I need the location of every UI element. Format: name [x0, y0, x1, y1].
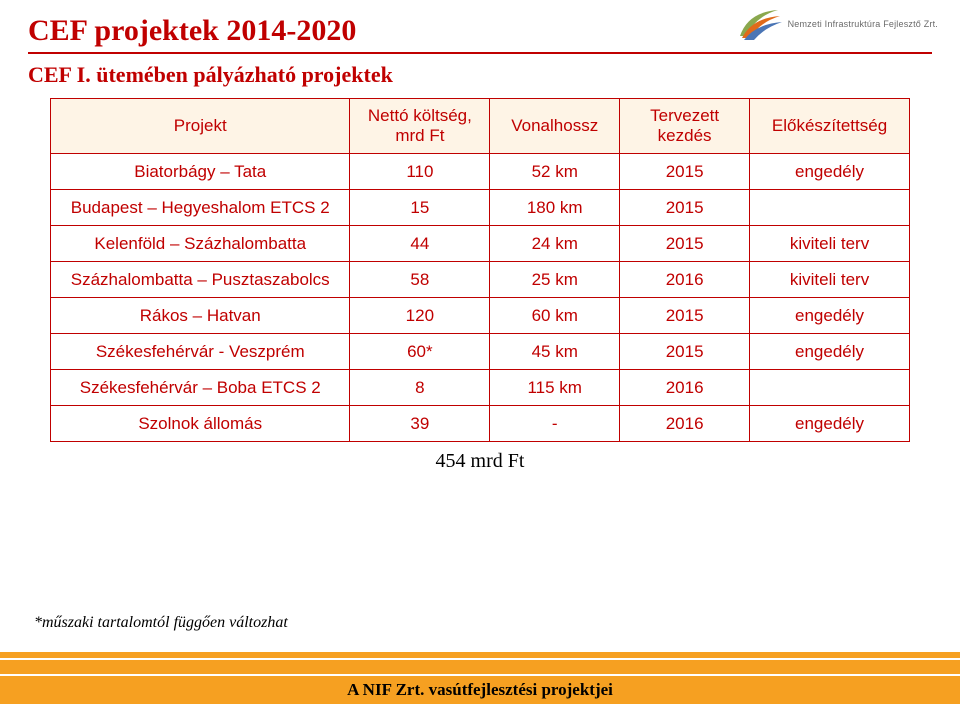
table-cell: 60* [350, 334, 490, 370]
table-row: Székesfehérvár – Boba ETCS 28115 km2016 [51, 370, 910, 406]
table-cell: 115 km [490, 370, 620, 406]
table-cell: 60 km [490, 298, 620, 334]
table-cell [750, 190, 910, 226]
table-cell: 2015 [620, 298, 750, 334]
table-cell: 2016 [620, 370, 750, 406]
table-cell [750, 370, 910, 406]
table-cell: 2016 [620, 406, 750, 442]
table-cell: 180 km [490, 190, 620, 226]
table-header-row: Projekt Nettó költség, mrd Ft Vonalhossz… [51, 99, 910, 154]
table-cell: engedély [750, 298, 910, 334]
table-cell: 2015 [620, 154, 750, 190]
table-cell: 110 [350, 154, 490, 190]
table-cell: - [490, 406, 620, 442]
table-cell: kiviteli terv [750, 262, 910, 298]
table-cell: 2015 [620, 226, 750, 262]
table-cell: Biatorbágy – Tata [51, 154, 350, 190]
table-cell: engedély [750, 154, 910, 190]
table-cell: 24 km [490, 226, 620, 262]
table-cell: 58 [350, 262, 490, 298]
table-cell: engedély [750, 334, 910, 370]
table-cell: kiviteli terv [750, 226, 910, 262]
total-sum: 454 mrd Ft [0, 442, 960, 475]
table-cell: 2015 [620, 190, 750, 226]
table-row: Biatorbágy – Tata11052 km2015engedély [51, 154, 910, 190]
table-cell: 120 [350, 298, 490, 334]
table-cell: 25 km [490, 262, 620, 298]
table-row: Szolnok állomás39-2016engedély [51, 406, 910, 442]
table-row: Rákos – Hatvan12060 km2015engedély [51, 298, 910, 334]
col-header-kezdes: Tervezett kezdés [620, 99, 750, 154]
col-header-koltseg: Nettó költség, mrd Ft [350, 99, 490, 154]
table-cell: Százhalombatta – Pusztaszabolcs [51, 262, 350, 298]
table-row: Székesfehérvár - Veszprém60*45 km2015eng… [51, 334, 910, 370]
table-row: Százhalombatta – Pusztaszabolcs5825 km20… [51, 262, 910, 298]
page-subtitle: CEF I. ütemében pályázható projektek [28, 62, 932, 88]
table-cell: 8 [350, 370, 490, 406]
table-cell: Budapest – Hegyeshalom ETCS 2 [51, 190, 350, 226]
table-cell: 52 km [490, 154, 620, 190]
col-header-elokeszitettseg: Előkészítettség [750, 99, 910, 154]
table-cell: Rákos – Hatvan [51, 298, 350, 334]
table-row: Kelenföld – Százhalombatta4424 km2015kiv… [51, 226, 910, 262]
table-cell: 44 [350, 226, 490, 262]
table-row: Budapest – Hegyeshalom ETCS 215180 km201… [51, 190, 910, 226]
table-cell: Kelenföld – Százhalombatta [51, 226, 350, 262]
logo-text: Nemzeti Infrastruktúra Fejlesztő Zrt. [788, 19, 938, 29]
table-cell: 45 km [490, 334, 620, 370]
table-cell: Székesfehérvár – Boba ETCS 2 [51, 370, 350, 406]
footnote: *műszaki tartalomtól függően változhat [34, 614, 288, 632]
table-cell: engedély [750, 406, 910, 442]
col-header-vonalhossz: Vonalhossz [490, 99, 620, 154]
table-cell: 2015 [620, 334, 750, 370]
company-logo: Nemzeti Infrastruktúra Fejlesztő Zrt. [738, 6, 938, 42]
table-cell: Székesfehérvár - Veszprém [51, 334, 350, 370]
logo-swoosh-icon [738, 6, 782, 42]
col-header-projekt: Projekt [51, 99, 350, 154]
footer-text: A NIF Zrt. vasútfejlesztési projektjei [347, 680, 613, 700]
table-cell: Szolnok állomás [51, 406, 350, 442]
table-cell: 2016 [620, 262, 750, 298]
footer-band: A NIF Zrt. vasútfejlesztési projektjei [0, 652, 960, 704]
projects-table: Projekt Nettó költség, mrd Ft Vonalhossz… [50, 98, 910, 442]
title-rule [28, 52, 932, 54]
table-cell: 15 [350, 190, 490, 226]
table-cell: 39 [350, 406, 490, 442]
